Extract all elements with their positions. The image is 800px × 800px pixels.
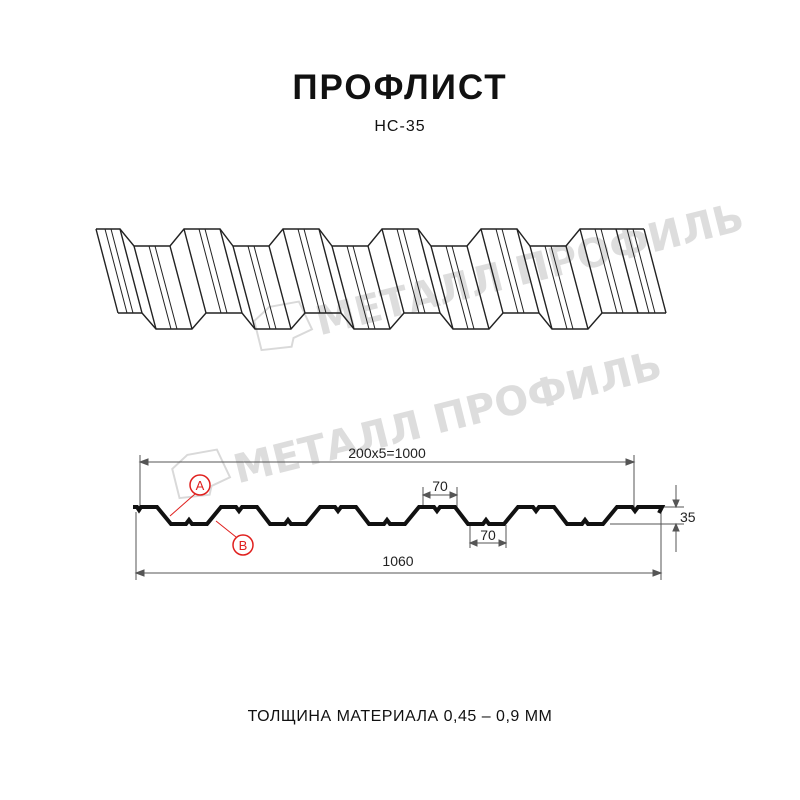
dimension-pitch-total <box>138 455 636 512</box>
sheet-rib-line <box>451 245 475 330</box>
sheet-rib-line <box>495 228 519 314</box>
sheet-rib-line <box>303 228 327 314</box>
sheet-rib-line <box>626 228 650 314</box>
dim-label-top-flat: 70 <box>432 478 448 494</box>
sheet-fold-line <box>430 245 454 330</box>
sheet-rib-line <box>632 228 656 314</box>
sheet-fold-line <box>169 245 193 330</box>
sheet-fold-line <box>183 228 207 314</box>
sheet-fold-line <box>119 228 143 314</box>
dimension-height <box>610 485 684 552</box>
dim-label-full-width: 1060 <box>382 553 413 569</box>
material-thickness: ТОЛЩИНА МАТЕРИАЛА 0,45 – 0,9 ММ <box>247 708 553 725</box>
sheet-fold-line <box>417 228 441 314</box>
sheet-fold-line <box>565 245 589 330</box>
sheet-rib-line <box>352 245 376 330</box>
watermark-text: МЕТАЛЛ ПРОФИЛЬ <box>229 342 666 493</box>
sheet-fold-line <box>95 228 119 314</box>
sheet-fold-line <box>381 228 405 314</box>
sheet-fold-line <box>282 228 306 314</box>
dim-label-bottom-flat: 70 <box>480 527 496 543</box>
sheet-rib-line <box>346 245 370 330</box>
sheet-rib-line <box>544 245 568 330</box>
profile-section <box>133 505 666 526</box>
sheet-fold-line <box>232 245 256 330</box>
sheet-rib-line <box>445 245 469 330</box>
dimension-top-flat <box>421 487 459 507</box>
sheet-rib-line <box>550 245 574 330</box>
sheet-fold-line <box>615 228 639 314</box>
dimension-full-width <box>134 512 663 580</box>
callout-b: B <box>215 520 254 556</box>
sheet-rib-line <box>594 228 618 314</box>
sheet-rib-line <box>154 245 178 330</box>
sheet-fold-line <box>480 228 504 314</box>
sheet-fold-line <box>529 245 553 330</box>
sheet-fold-line <box>318 228 342 314</box>
sheet-rib-line <box>247 245 271 330</box>
sheet-fold-line <box>367 245 391 330</box>
sheet-fold-line <box>579 228 603 314</box>
sheet-rib-line <box>253 245 277 330</box>
page-title: ПРОФЛИСТ <box>292 68 508 107</box>
sheet-fold-line <box>133 245 157 330</box>
watermark-bottom: МЕТАЛЛ ПРОФИЛЬ <box>171 342 667 500</box>
sheet-rib-line <box>297 228 321 314</box>
sheet-rib-line <box>110 228 134 314</box>
dim-label-pitch: 200x5=1000 <box>348 445 426 461</box>
sheet-fold-line <box>268 245 292 330</box>
sheet-fold-line <box>219 228 243 314</box>
sheet-rib-line <box>198 228 222 314</box>
sheet-fold-line <box>466 245 490 330</box>
callout-a: A <box>169 474 211 517</box>
dim-label-height: 35 <box>680 509 696 525</box>
callout-a-label: A <box>196 478 205 493</box>
profiled-sheet-3d-view <box>95 228 667 330</box>
dimension-bottom-flat <box>468 525 508 548</box>
sheet-rib-line <box>148 245 172 330</box>
sheet-rib-line <box>600 228 624 314</box>
sheet-rib-line <box>402 228 426 314</box>
sheet-rib-line <box>204 228 228 314</box>
model-name: НС-35 <box>374 118 426 135</box>
watermark-top: МЕТАЛЛ ПРОФИЛЬ <box>253 194 749 352</box>
sheet-rib-line <box>104 228 128 314</box>
sheet-fold-line <box>331 245 355 330</box>
sheet-rib-line <box>396 228 420 314</box>
sheet-fold-line <box>643 228 667 314</box>
sheet-fold-line <box>516 228 540 314</box>
callout-b-label: B <box>239 538 248 553</box>
watermark-text: МЕТАЛЛ ПРОФИЛЬ <box>311 194 748 345</box>
sheet-rib-line <box>501 228 525 314</box>
